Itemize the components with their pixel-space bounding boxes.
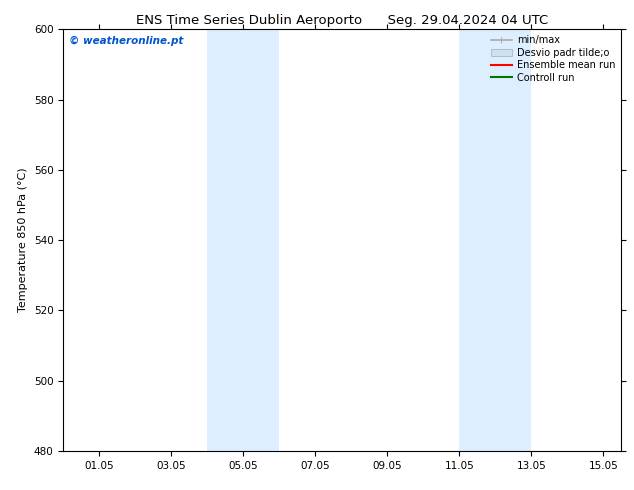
Text: © weatheronline.pt: © weatheronline.pt: [69, 36, 183, 46]
Bar: [460, 29, 531, 451]
Bar: [207, 29, 280, 451]
Y-axis label: Temperature 850 hPa (°C): Temperature 850 hPa (°C): [18, 168, 29, 313]
Title: ENS Time Series Dublin Aeroporto      Seg. 29.04.2024 04 UTC: ENS Time Series Dublin Aeroporto Seg. 29…: [136, 14, 548, 27]
Legend: min/max, Desvio padr tilde;o, Ensemble mean run, Controll run: min/max, Desvio padr tilde;o, Ensemble m…: [488, 32, 618, 85]
